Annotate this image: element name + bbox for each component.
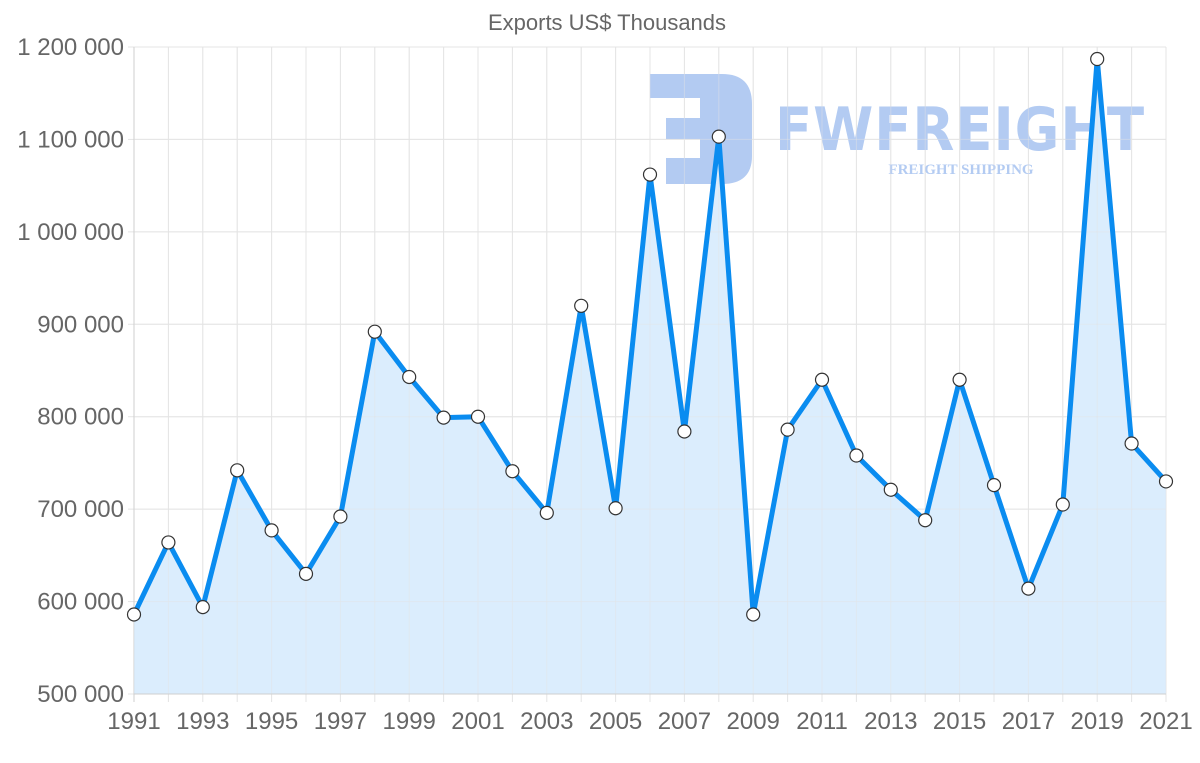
data-point[interactable] — [470, 409, 486, 424]
data-point[interactable] — [126, 607, 142, 622]
data-point[interactable] — [746, 607, 761, 622]
x-tick-label: 2003 — [520, 708, 573, 735]
data-point[interactable] — [1055, 497, 1070, 512]
x-tick-label: 1991 — [107, 708, 160, 735]
data-point[interactable] — [574, 298, 589, 313]
data-point-markers — [126, 51, 1174, 622]
x-tick-label: 2017 — [1002, 708, 1055, 735]
data-point[interactable] — [195, 600, 210, 615]
x-tick-label: 1997 — [314, 708, 367, 735]
data-point[interactable] — [367, 324, 382, 339]
y-tick-label: 1 200 000 — [17, 34, 124, 61]
data-point[interactable] — [436, 410, 451, 425]
data-point[interactable] — [333, 509, 348, 524]
data-point[interactable] — [1158, 474, 1174, 489]
grid-lines-overlay — [133, 46, 1167, 695]
data-point[interactable] — [642, 167, 658, 182]
data-point[interactable] — [264, 523, 279, 538]
y-tick-label: 900 000 — [37, 311, 124, 338]
x-tick-label: 2001 — [451, 708, 504, 735]
x-tick-label: 1999 — [383, 708, 436, 735]
chart-title: Exports US$ Thousands — [488, 10, 726, 35]
x-tick-label: 2015 — [933, 708, 986, 735]
data-point[interactable] — [298, 566, 314, 581]
x-tick-label: 1995 — [245, 708, 298, 735]
x-tick-label: 2019 — [1071, 708, 1124, 735]
data-point[interactable] — [1021, 581, 1036, 596]
fw-logo-icon — [650, 74, 752, 184]
data-point[interactable] — [677, 424, 692, 439]
x-tick-label: 2021 — [1139, 708, 1192, 735]
data-point[interactable] — [230, 463, 245, 478]
data-point[interactable] — [883, 482, 898, 497]
data-point[interactable] — [814, 372, 830, 387]
data-point[interactable] — [402, 369, 417, 385]
watermark-brand: FWFREIGHT — [775, 95, 1145, 165]
y-tick-label: 700 000 — [37, 496, 124, 523]
data-point[interactable] — [780, 422, 795, 437]
y-tick-label: 800 000 — [37, 404, 124, 431]
x-tick-label: 2007 — [658, 708, 711, 735]
x-tick-label: 2013 — [864, 708, 917, 735]
watermark-tagline: FREIGHT SHIPPING — [888, 162, 1033, 178]
data-point[interactable] — [849, 448, 864, 463]
data-point[interactable] — [711, 129, 726, 144]
data-point[interactable] — [1090, 51, 1105, 67]
x-tick-label: 1993 — [176, 708, 229, 735]
x-tick-label: 2009 — [727, 708, 780, 735]
x-axis-ticks: 1991 1993 1995 1997 1999 2001 2003 2005 2007 2009… — [107, 708, 1192, 735]
data-point[interactable] — [952, 372, 967, 387]
watermark-logo: FWFREIGHT FREIGHT SHIPPING — [650, 74, 1145, 184]
data-point[interactable] — [918, 513, 933, 528]
data-point[interactable] — [608, 501, 623, 516]
y-tick-label: 1 000 000 — [17, 219, 124, 246]
data-point[interactable] — [539, 505, 554, 520]
y-tick-label: 600 000 — [37, 589, 124, 616]
area-fill — [134, 59, 1166, 694]
y-tick-label: 500 000 — [37, 681, 124, 708]
data-point[interactable] — [1124, 436, 1139, 451]
x-tick-label: 2011 — [796, 708, 848, 735]
data-point[interactable] — [161, 535, 176, 550]
data-point[interactable] — [986, 478, 1002, 493]
data-point[interactable] — [505, 464, 520, 479]
x-tick-label: 2005 — [589, 708, 642, 735]
y-tick-label: 1 100 000 — [17, 126, 124, 153]
y-axis-ticks: 1 200 000 1 100 000 1 000 000 900 000 800 00… — [17, 34, 124, 708]
